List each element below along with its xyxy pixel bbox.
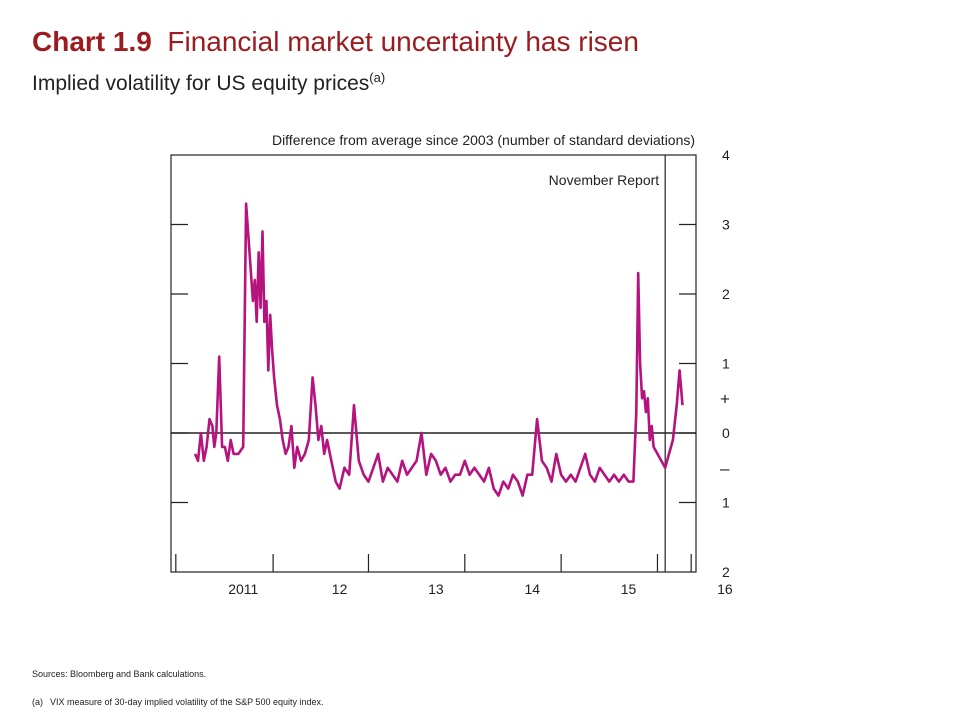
plot-frame — [170, 154, 697, 573]
x-tick-label: 13 — [428, 581, 444, 597]
chart-number: Chart 1.9 — [32, 26, 152, 57]
y-tick-label: 2 — [722, 564, 730, 580]
x-tick-label: 16 — [717, 581, 733, 597]
negative-sign-label: – — [720, 459, 730, 478]
y-tick-label: 4 — [722, 147, 730, 163]
sources-note: Sources: Bloomberg and Bank calculations… — [32, 669, 207, 679]
chart-subtitle-text: Implied volatility for US equity prices — [32, 72, 370, 95]
y-tick-label: 2 — [722, 286, 730, 302]
chart-title-text: Financial market uncertainty has risen — [167, 26, 639, 57]
y-axis-title: Difference from average since 2003 (numb… — [272, 132, 695, 148]
chart-subtitle: Implied volatility for US equity prices(… — [32, 70, 385, 96]
chart-title: Chart 1.9 Financial market uncertainty h… — [32, 26, 639, 58]
y-tick-label: 0 — [722, 425, 730, 441]
x-tick-label: 15 — [621, 581, 637, 597]
report-marker-label: November Report — [549, 172, 660, 188]
vix-series-line — [193, 202, 684, 497]
subtitle-note-marker: (a) — [369, 70, 386, 85]
y-tick-label: 3 — [722, 217, 730, 233]
footnote: (a) VIX measure of 30-day implied volatil… — [32, 697, 324, 707]
y-tick-label: 1 — [722, 495, 730, 511]
x-tick-label: 14 — [524, 581, 540, 597]
positive-sign-label: + — [720, 389, 730, 408]
x-tick-label: 12 — [332, 581, 348, 597]
footnote-text: VIX measure of 30-day implied volatility… — [50, 697, 324, 707]
x-tick-label: 2011 — [228, 581, 258, 597]
footnote-marker: (a) — [32, 697, 43, 707]
y-tick-label: 1 — [722, 356, 730, 372]
